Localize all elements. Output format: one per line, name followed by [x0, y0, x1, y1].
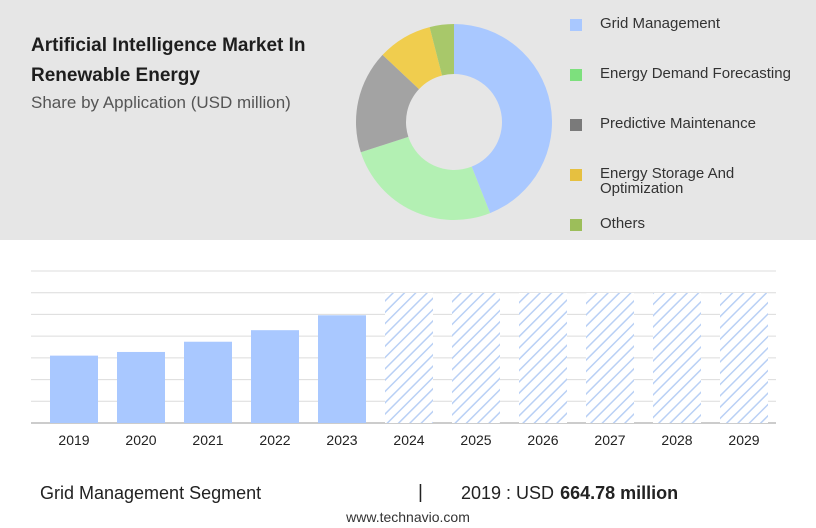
- legend-item: Energy Demand Forecasting: [570, 66, 800, 81]
- legend-item: Predictive Maintenance: [570, 116, 800, 131]
- donut-slice: [429, 24, 454, 76]
- bar: [184, 341, 232, 423]
- bar: [117, 351, 165, 423]
- donut-chart: [356, 24, 552, 220]
- forecast-bar: [385, 292, 433, 423]
- footer-year-value: 2019 : USD 664.78 million: [461, 483, 678, 504]
- donut-slice: [356, 54, 420, 153]
- donut-slice: [360, 136, 491, 220]
- legend-swatch: [570, 169, 582, 181]
- legend-label: Others: [600, 215, 646, 232]
- x-tick-label: 2019: [58, 432, 89, 448]
- x-tick-label: 2025: [460, 432, 491, 448]
- legend-swatch: [570, 19, 582, 31]
- x-tick-label: 2020: [125, 432, 156, 448]
- bar: [318, 315, 366, 423]
- donut-slice: [454, 24, 552, 214]
- legend-label: Energy Storage And Optimization: [600, 165, 735, 197]
- chart-subtitle: Share by Application (USD million): [31, 93, 291, 112]
- legend-swatch: [570, 219, 582, 231]
- donut-slice: [382, 27, 443, 90]
- legend-item: Grid Management: [570, 16, 800, 31]
- legend-label: Predictive Maintenance: [600, 115, 756, 132]
- forecast-bar: [519, 292, 567, 423]
- legend-swatch: [570, 119, 582, 131]
- legend-item: Energy Storage And Optimization: [570, 166, 800, 196]
- x-tick-label: 2023: [326, 432, 357, 448]
- legend-label: Energy Demand Forecasting: [600, 65, 791, 82]
- bar: [50, 355, 98, 423]
- forecast-bar: [452, 292, 500, 423]
- footer-separator: |: [418, 482, 423, 503]
- watermark: www.technavio.com: [346, 509, 470, 525]
- summary-panel: Artificial Intelligence Market In Renewa…: [0, 0, 816, 240]
- forecast-bar: [586, 292, 634, 423]
- x-tick-label: 2024: [393, 432, 424, 448]
- legend-label: Grid Management: [600, 15, 721, 32]
- x-tick-label: 2027: [594, 432, 625, 448]
- footer-segment-label: Grid Management Segment: [40, 483, 262, 503]
- chart-title: Artificial Intelligence Market In Renewa…: [31, 35, 306, 86]
- x-tick-label: 2028: [661, 432, 692, 448]
- x-tick-label: 2021: [192, 432, 223, 448]
- donut-legend: Grid Management Energy Demand Forecasting…: [570, 0, 810, 240]
- legend-item: Others: [570, 216, 800, 231]
- legend-swatch: [570, 69, 582, 81]
- x-tick-label: 2029: [728, 432, 759, 448]
- bar-chart: 2019 2020 2021 2022 2023 2024 2025 2026 2027 2028…: [31, 270, 776, 448]
- footer-year-label: 2019 : USD: [461, 483, 555, 503]
- x-tick-label: 2026: [527, 432, 558, 448]
- forecast-bar: [720, 292, 768, 423]
- forecast-bar: [653, 292, 701, 423]
- x-tick-label: 2022: [259, 432, 290, 448]
- footer-value: 664.78 million: [560, 483, 679, 503]
- bar: [251, 330, 299, 423]
